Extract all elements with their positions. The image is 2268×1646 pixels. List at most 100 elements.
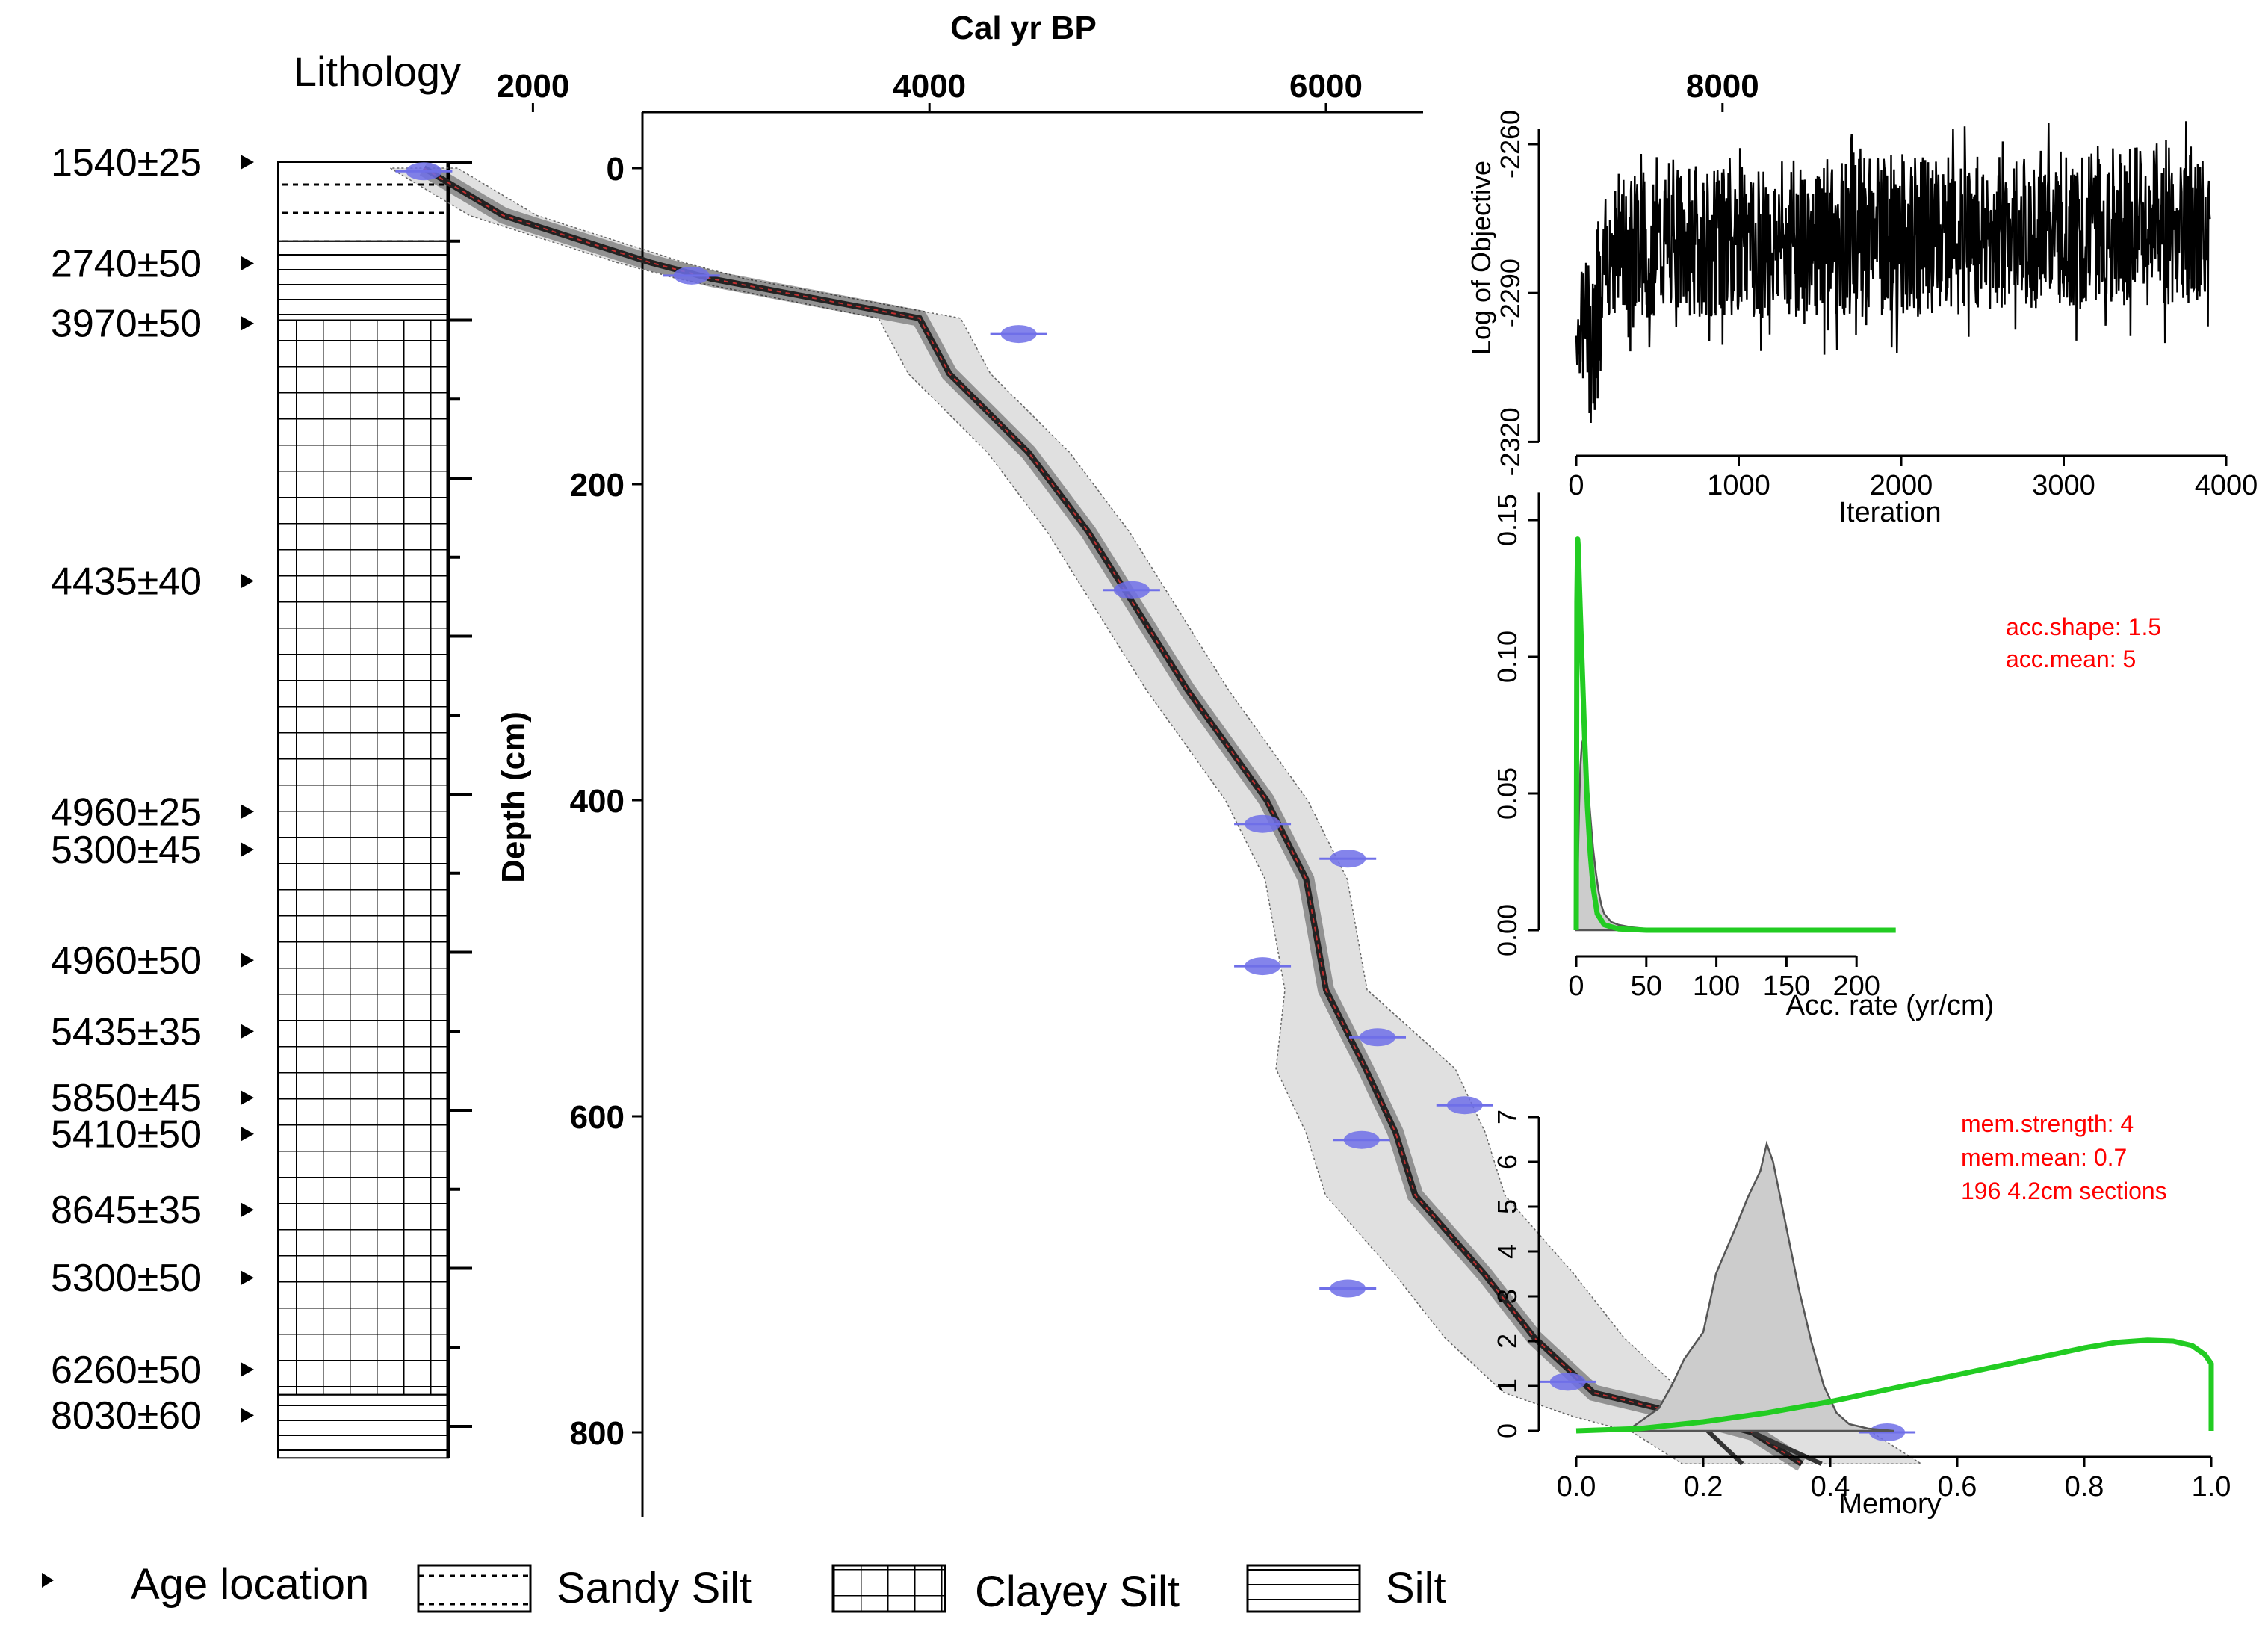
- trace-y-tick-label: -2320: [1495, 407, 1525, 476]
- lithology-panel: Lithology 1540±25 2740±50 3970±50 4435±40 49…: [51, 48, 472, 1459]
- lithology-unit-silt: [277, 1393, 449, 1459]
- age-label: 3970±50: [51, 303, 202, 346]
- density-x-tick-label: 0.0: [1557, 1471, 1596, 1503]
- density-y-tick-label: 0.10: [1492, 631, 1522, 683]
- density-x-tick-label: 50: [1631, 971, 1662, 1002]
- legend-sandy-silt: Sandy Silt: [557, 1564, 752, 1612]
- uncertainty-envelope: [388, 167, 1924, 1465]
- age-labels: 1540±252740±503970±504435±404960±255300±…: [51, 141, 254, 1438]
- density-y-tick-label: 0.00: [1492, 904, 1522, 956]
- age-marker-icon: [241, 573, 254, 589]
- age-marker-icon: [241, 256, 254, 271]
- age-label: 1540±25: [51, 141, 202, 185]
- ad-x-tick-label: 4000: [893, 68, 966, 105]
- age-label: 5300±45: [51, 829, 202, 872]
- trace-axes: 0 1000 2000 3000 4000 -2260 -2290 -2320: [1495, 110, 2258, 501]
- age-label: 5300±50: [51, 1257, 202, 1300]
- age-depth-panel: Cal yr BP Depth (cm) 2000 4000 6000 8000020…: [388, 10, 1924, 1517]
- trace-xlabel: Iteration: [1838, 497, 1941, 528]
- mem-annotation-sections: 196 4.2cm sections: [1961, 1178, 2167, 1204]
- density-x-tick-label: 100: [1693, 971, 1740, 1002]
- age-label: 6260±50: [51, 1349, 202, 1392]
- density-y-tick-label: 4: [1492, 1244, 1522, 1259]
- trace-x-tick-label: 1000: [1707, 470, 1770, 501]
- legend-swatch-silt: [1246, 1564, 1361, 1613]
- density-y-tick-label: 1: [1492, 1379, 1522, 1393]
- mem-axes: 0.0 0.2 0.4 0.6 0.8 1.0 0 1 2 3 4 5 6 7: [1492, 1110, 2231, 1503]
- age-marker-icon: [241, 1270, 254, 1286]
- density-y-tick-label: 0.05: [1492, 767, 1522, 820]
- prior-distribution: [1573, 536, 1896, 933]
- legend-clayey-silt: Clayey Silt: [975, 1568, 1180, 1616]
- prior-distribution: [1575, 1337, 2214, 1434]
- legend-age-location: Age location: [131, 1560, 369, 1609]
- density-y-tick-label: 3: [1492, 1289, 1522, 1304]
- age-marker-icon: [241, 155, 254, 170]
- trace-series: [1575, 121, 2211, 424]
- legend-silt: Silt: [1386, 1564, 1446, 1612]
- age-marker-icon: [241, 1126, 254, 1142]
- legend: Age location Sandy Silt Clayey Silt Silt: [42, 1560, 1446, 1616]
- density-x-tick-label: 200: [1832, 971, 1880, 1002]
- age-depth-xlabel: Cal yr BP: [950, 10, 1097, 46]
- trace-ylabel: Log of Objective: [1466, 161, 1496, 355]
- acc-xlabel: Acc. rate (yr/cm): [1786, 990, 1995, 1021]
- mcmc-trace-panel: Iteration Log of Objective 0 1000 2000 3000…: [1466, 110, 2258, 528]
- ad-y-tick-label: 600: [570, 1099, 625, 1136]
- density-x-tick-label: 0.4: [1811, 1471, 1850, 1503]
- age-marker-icon: [241, 842, 254, 858]
- trace-y-tick-label: -2290: [1495, 259, 1525, 327]
- model-tail-line: [1751, 1430, 1823, 1467]
- density-x-tick-label: 0.6: [1938, 1471, 1977, 1503]
- legend-swatch-clayey-silt: [831, 1564, 946, 1613]
- age-location-marker-icon: [42, 1573, 54, 1588]
- density-y-tick-label: 0: [1492, 1423, 1522, 1438]
- trace-x-tick-label: 3000: [2032, 470, 2095, 501]
- trace-x-tick-label: 4000: [2195, 470, 2258, 501]
- density-x-tick-label: 0: [1568, 971, 1584, 1002]
- posterior-distribution: [1624, 1140, 1894, 1432]
- mem-annotation-strength: mem.strength: 4: [1961, 1110, 2134, 1137]
- trace-line: [1575, 121, 2211, 424]
- density-x-tick-label: 0.2: [1684, 1471, 1723, 1503]
- model-mean-line: [423, 167, 1803, 1465]
- acc-annotation-mean: acc.mean: 5: [2006, 646, 2136, 672]
- lithology-depth-axis: [446, 161, 472, 1458]
- density-y-tick-label: 0.15: [1492, 494, 1522, 546]
- mem-annotation-mean: mem.mean: 0.7: [1961, 1144, 2127, 1171]
- legend-swatch-sandy-silt: [417, 1564, 532, 1613]
- age-label: 5410±50: [51, 1113, 202, 1157]
- density-x-tick-label: 1.0: [2192, 1471, 2231, 1503]
- acc-rate-panel: Acc. rate (yr/cm) acc.shape: 1.5 acc.mea…: [1492, 492, 2161, 1021]
- lithology-column: [277, 161, 449, 1459]
- age-marker-icon: [241, 1090, 254, 1106]
- age-depth-ylabel: Depth (cm): [495, 711, 532, 883]
- age-label: 8030±60: [51, 1394, 202, 1438]
- age-marker-icon: [241, 1024, 254, 1039]
- mem-xlabel: Memory: [1838, 1488, 1941, 1520]
- age-marker-icon: [241, 315, 254, 331]
- age-label: 4960±50: [51, 939, 202, 983]
- mem-distributions: [1575, 1140, 2214, 1434]
- age-label: 2740±50: [51, 242, 202, 285]
- age-label: 4960±25: [51, 790, 202, 834]
- age-label: 5850±45: [51, 1077, 202, 1120]
- trace-y-tick-label: -2260: [1495, 110, 1525, 179]
- density-y-tick-label: 2: [1492, 1334, 1522, 1349]
- lithology-title: Lithology: [294, 48, 461, 95]
- age-marker-icon: [241, 1361, 254, 1377]
- density-y-tick-label: 5: [1492, 1199, 1522, 1214]
- lithology-unit-clayey-silt: [277, 319, 449, 1396]
- age-label: 8645±35: [51, 1189, 202, 1232]
- age-marker-icon: [241, 1202, 254, 1218]
- age-depth-uncertainty-band: [388, 167, 1924, 1465]
- ad-y-tick-label: 0: [607, 151, 625, 188]
- acc-axes: 0 50 100 150 200 0.00 0.05 0.10 0.15: [1492, 492, 1880, 1002]
- acc-annotation-shape: acc.shape: 1.5: [2006, 613, 2161, 640]
- density-x-tick-label: 0.8: [2065, 1471, 2104, 1503]
- acc-distributions: [1573, 536, 1896, 933]
- age-label: 5435±35: [51, 1010, 202, 1053]
- lithology-unit-silt: [277, 240, 449, 321]
